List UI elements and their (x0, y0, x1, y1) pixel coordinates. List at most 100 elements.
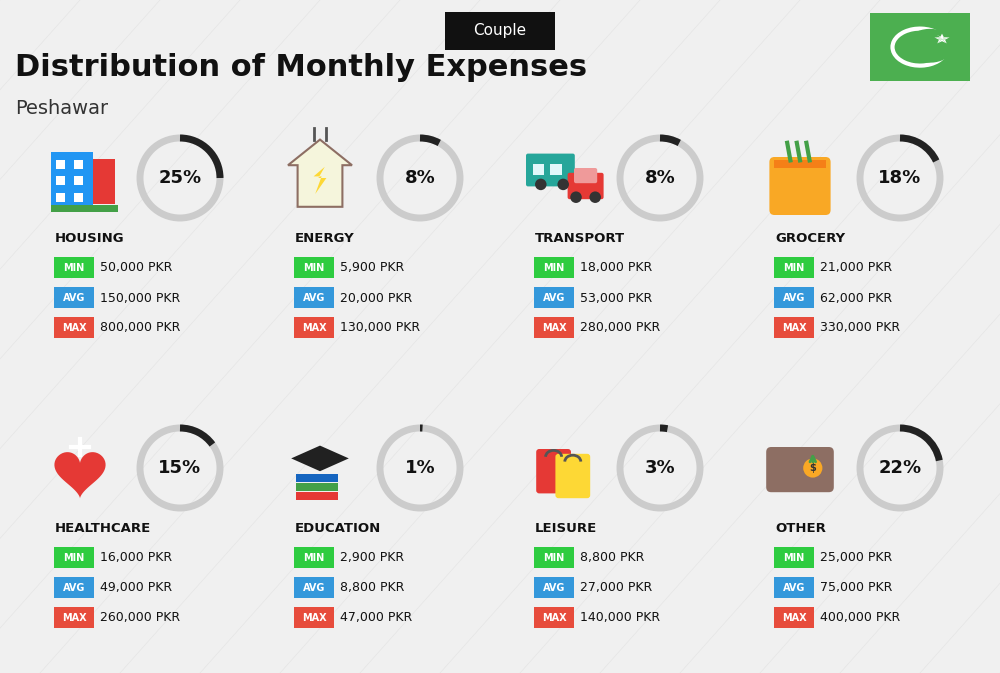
Text: 75,000 PKR: 75,000 PKR (820, 581, 892, 594)
Text: 27,000 PKR: 27,000 PKR (580, 581, 652, 594)
Text: HOUSING: HOUSING (55, 232, 125, 244)
Text: 280,000 PKR: 280,000 PKR (580, 322, 660, 334)
Text: MAX: MAX (542, 323, 566, 333)
Text: Distribution of Monthly Expenses: Distribution of Monthly Expenses (15, 53, 587, 83)
Text: MAX: MAX (782, 323, 806, 333)
FancyBboxPatch shape (534, 607, 574, 628)
Text: 400,000 PKR: 400,000 PKR (820, 612, 900, 625)
Text: AVG: AVG (543, 293, 565, 303)
Text: 53,000 PKR: 53,000 PKR (580, 291, 652, 304)
Circle shape (570, 191, 582, 203)
Circle shape (557, 178, 569, 190)
Text: $: $ (809, 463, 816, 473)
Text: MAX: MAX (62, 613, 86, 623)
Text: 22%: 22% (878, 459, 922, 477)
FancyBboxPatch shape (74, 160, 83, 169)
Text: 3%: 3% (645, 459, 675, 477)
Text: MAX: MAX (302, 323, 326, 333)
FancyBboxPatch shape (296, 483, 338, 491)
FancyBboxPatch shape (534, 257, 574, 278)
Text: 25,000 PKR: 25,000 PKR (820, 551, 892, 565)
FancyBboxPatch shape (774, 160, 826, 168)
Text: OTHER: OTHER (775, 522, 826, 534)
Text: 260,000 PKR: 260,000 PKR (100, 612, 180, 625)
Text: 62,000 PKR: 62,000 PKR (820, 291, 892, 304)
Text: Couple: Couple (473, 24, 527, 38)
FancyBboxPatch shape (54, 287, 94, 308)
Text: HEALTHCARE: HEALTHCARE (55, 522, 151, 534)
Text: 16,000 PKR: 16,000 PKR (100, 551, 172, 565)
Text: 47,000 PKR: 47,000 PKR (340, 612, 412, 625)
FancyBboxPatch shape (93, 159, 115, 204)
Text: 49,000 PKR: 49,000 PKR (100, 581, 172, 594)
Text: 8,800 PKR: 8,800 PKR (340, 581, 404, 594)
Text: GROCERY: GROCERY (775, 232, 845, 244)
Polygon shape (942, 39, 947, 43)
Text: MAX: MAX (62, 323, 86, 333)
Text: 800,000 PKR: 800,000 PKR (100, 322, 180, 334)
Text: TRANSPORT: TRANSPORT (535, 232, 625, 244)
Text: 150,000 PKR: 150,000 PKR (100, 291, 180, 304)
Text: MIN: MIN (543, 553, 565, 563)
FancyBboxPatch shape (769, 157, 831, 215)
Text: EDUCATION: EDUCATION (295, 522, 381, 534)
Polygon shape (942, 37, 950, 39)
Text: 8%: 8% (645, 169, 675, 187)
Text: 50,000 PKR: 50,000 PKR (100, 262, 172, 275)
FancyBboxPatch shape (54, 607, 94, 628)
Polygon shape (942, 38, 950, 40)
Text: LEISURE: LEISURE (535, 522, 597, 534)
Text: 25%: 25% (158, 169, 202, 187)
Text: 140,000 PKR: 140,000 PKR (580, 612, 660, 625)
Text: AVG: AVG (63, 583, 85, 593)
Text: 20,000 PKR: 20,000 PKR (340, 291, 412, 304)
Circle shape (535, 178, 547, 190)
FancyBboxPatch shape (54, 547, 94, 568)
FancyBboxPatch shape (294, 287, 334, 308)
Polygon shape (934, 37, 942, 39)
Text: MIN: MIN (783, 553, 805, 563)
FancyBboxPatch shape (51, 152, 93, 210)
FancyBboxPatch shape (294, 607, 334, 628)
Text: 5,900 PKR: 5,900 PKR (340, 262, 404, 275)
Text: MIN: MIN (63, 553, 85, 563)
Polygon shape (54, 452, 106, 499)
FancyBboxPatch shape (533, 164, 544, 175)
Text: MIN: MIN (783, 263, 805, 273)
Text: 18%: 18% (878, 169, 922, 187)
FancyBboxPatch shape (568, 173, 604, 199)
FancyBboxPatch shape (536, 449, 571, 493)
Text: 130,000 PKR: 130,000 PKR (340, 322, 420, 334)
Text: AVG: AVG (783, 293, 805, 303)
FancyBboxPatch shape (534, 547, 574, 568)
FancyBboxPatch shape (774, 317, 814, 338)
FancyBboxPatch shape (534, 577, 574, 598)
Text: 2,900 PKR: 2,900 PKR (340, 551, 404, 565)
FancyBboxPatch shape (774, 547, 814, 568)
Polygon shape (937, 39, 942, 43)
Text: 330,000 PKR: 330,000 PKR (820, 322, 900, 334)
Polygon shape (942, 34, 944, 39)
Text: ENERGY: ENERGY (295, 232, 355, 244)
Text: MIN: MIN (63, 263, 85, 273)
Polygon shape (937, 39, 942, 43)
FancyBboxPatch shape (774, 257, 814, 278)
FancyBboxPatch shape (54, 317, 94, 338)
FancyBboxPatch shape (526, 153, 575, 186)
FancyBboxPatch shape (870, 13, 970, 81)
FancyBboxPatch shape (54, 257, 94, 278)
FancyBboxPatch shape (54, 577, 94, 598)
Text: 18,000 PKR: 18,000 PKR (580, 262, 652, 275)
Polygon shape (934, 38, 942, 40)
Text: MIN: MIN (543, 263, 565, 273)
Polygon shape (942, 39, 947, 43)
FancyBboxPatch shape (774, 287, 814, 308)
Text: 15%: 15% (158, 459, 202, 477)
Text: AVG: AVG (303, 583, 325, 593)
Text: MAX: MAX (542, 613, 566, 623)
Polygon shape (940, 34, 942, 39)
Polygon shape (288, 139, 352, 207)
FancyBboxPatch shape (56, 176, 65, 185)
Text: AVG: AVG (543, 583, 565, 593)
Text: MAX: MAX (302, 613, 326, 623)
